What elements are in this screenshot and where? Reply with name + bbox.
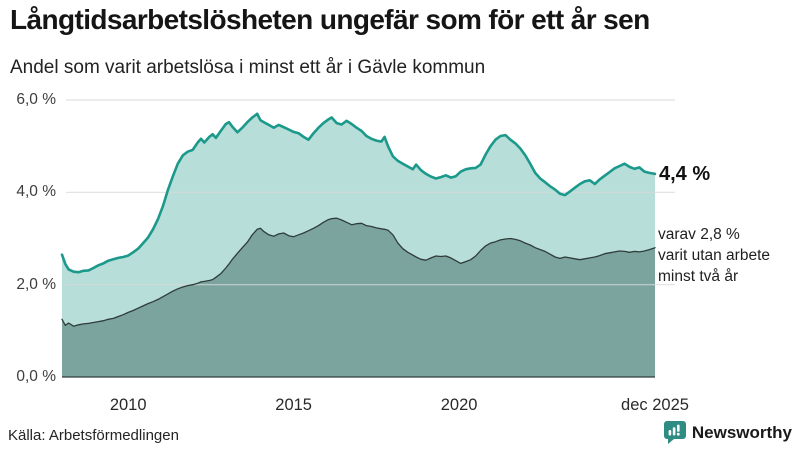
y-tick-label: 2,0 % — [16, 275, 56, 293]
page-subtitle: Andel som varit arbetslösa i minst ett å… — [10, 57, 486, 78]
brand-name: Newsworthy — [691, 422, 792, 442]
source-note: Källa: Arbetsförmedlingen — [8, 427, 179, 444]
secondary-annotation: varav 2,8 % varit utan arbete minst två … — [658, 226, 771, 285]
latest-value-label: 4,4 % — [659, 162, 711, 185]
y-tick-label: 0,0 % — [16, 368, 56, 385]
page-title: Långtidsarbetslösheten ungefär som för e… — [10, 4, 650, 35]
y-tick-label: 4,0 % — [16, 183, 56, 201]
x-tick-label: 2010 — [109, 396, 147, 414]
series-line — [61, 217, 656, 327]
series-area — [62, 218, 655, 377]
series-line — [60, 112, 657, 274]
brand-logo: Newsworthy — [663, 421, 792, 444]
y-tick-label: 6,0 % — [16, 91, 56, 108]
x-tick-label: dec 2025 — [621, 396, 689, 414]
x-tick-label: 2020 — [440, 396, 478, 414]
x-tick-label: 2015 — [275, 396, 312, 414]
newsworthy-logo-icon — [663, 421, 686, 444]
